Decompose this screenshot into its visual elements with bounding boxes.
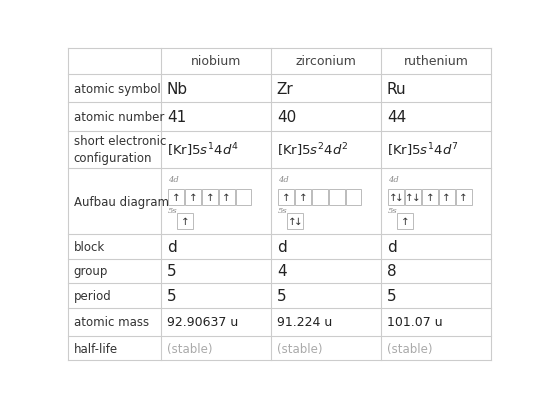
- Bar: [346, 190, 361, 206]
- Text: ↑: ↑: [425, 193, 434, 203]
- Text: 4d: 4d: [278, 175, 289, 183]
- Text: 4d: 4d: [168, 175, 179, 183]
- Bar: [295, 190, 311, 206]
- Bar: [405, 190, 421, 206]
- Text: ↑: ↑: [188, 193, 197, 203]
- Text: d: d: [277, 239, 287, 254]
- Text: d: d: [387, 239, 396, 254]
- Text: ↑: ↑: [181, 216, 189, 226]
- Text: 44: 44: [387, 110, 406, 125]
- Text: group: group: [74, 265, 108, 278]
- Text: ↑: ↑: [282, 193, 290, 203]
- Text: Ru: Ru: [387, 81, 407, 96]
- Text: Aufbau diagram: Aufbau diagram: [74, 195, 169, 208]
- Bar: [439, 190, 455, 206]
- Text: ↑: ↑: [405, 193, 414, 203]
- Text: short electronic
configuration: short electronic configuration: [74, 135, 166, 165]
- Bar: [329, 190, 345, 206]
- Text: $[\mathrm{Kr}]5s^{1}4d^{7}$: $[\mathrm{Kr}]5s^{1}4d^{7}$: [387, 141, 459, 159]
- Text: 5: 5: [277, 288, 287, 303]
- Text: 5s: 5s: [388, 207, 398, 215]
- Text: ↑: ↑: [459, 193, 468, 203]
- Text: ↑: ↑: [288, 216, 296, 226]
- Text: 92.90637 u: 92.90637 u: [167, 315, 238, 328]
- Text: d: d: [167, 239, 176, 254]
- Text: 5: 5: [167, 288, 176, 303]
- Text: $[\mathrm{Kr}]5s^{2}4d^{2}$: $[\mathrm{Kr}]5s^{2}4d^{2}$: [277, 141, 348, 159]
- Bar: [278, 190, 294, 206]
- Text: 40: 40: [277, 110, 296, 125]
- Text: ↑: ↑: [388, 193, 397, 203]
- Text: 5s: 5s: [278, 207, 288, 215]
- Text: 4: 4: [277, 264, 287, 279]
- Text: atomic symbol: atomic symbol: [74, 83, 161, 96]
- Bar: [236, 190, 252, 206]
- Bar: [312, 190, 328, 206]
- Text: 91.224 u: 91.224 u: [277, 315, 332, 328]
- Text: 5: 5: [387, 288, 396, 303]
- Text: 5: 5: [167, 264, 176, 279]
- Text: ↓: ↓: [395, 193, 403, 203]
- Text: (stable): (stable): [277, 342, 322, 355]
- Text: atomic mass: atomic mass: [74, 315, 149, 328]
- Text: ↑: ↑: [171, 193, 180, 203]
- Text: 101.07 u: 101.07 u: [387, 315, 442, 328]
- Text: period: period: [74, 289, 111, 302]
- Text: ↑: ↑: [222, 193, 231, 203]
- Bar: [422, 190, 438, 206]
- Text: zirconium: zirconium: [296, 55, 357, 68]
- Text: (stable): (stable): [167, 342, 212, 355]
- Text: ↑: ↑: [401, 216, 410, 226]
- Bar: [185, 190, 201, 206]
- Text: block: block: [74, 240, 105, 253]
- Bar: [202, 190, 218, 206]
- Text: $[\mathrm{Kr}]5s^{1}4d^{4}$: $[\mathrm{Kr}]5s^{1}4d^{4}$: [167, 141, 239, 159]
- Text: ↑: ↑: [299, 193, 307, 203]
- Text: 41: 41: [167, 110, 186, 125]
- Text: Zr: Zr: [277, 81, 294, 96]
- Bar: [456, 190, 472, 206]
- Text: ↑: ↑: [205, 193, 214, 203]
- Text: atomic number: atomic number: [74, 111, 164, 124]
- Text: Nb: Nb: [167, 81, 188, 96]
- Bar: [388, 190, 404, 206]
- Text: (stable): (stable): [387, 342, 432, 355]
- Bar: [168, 190, 184, 206]
- Text: ↓: ↓: [412, 193, 420, 203]
- Text: 4d: 4d: [388, 175, 399, 183]
- Bar: [177, 213, 193, 229]
- Text: 8: 8: [387, 264, 396, 279]
- Text: ↑: ↑: [442, 193, 451, 203]
- Bar: [287, 213, 303, 229]
- Text: ↓: ↓: [294, 216, 303, 226]
- Text: ruthenium: ruthenium: [404, 55, 469, 68]
- Text: 5s: 5s: [168, 207, 178, 215]
- Bar: [219, 190, 235, 206]
- Bar: [397, 213, 413, 229]
- Text: niobium: niobium: [191, 55, 241, 68]
- Text: half-life: half-life: [74, 342, 118, 355]
